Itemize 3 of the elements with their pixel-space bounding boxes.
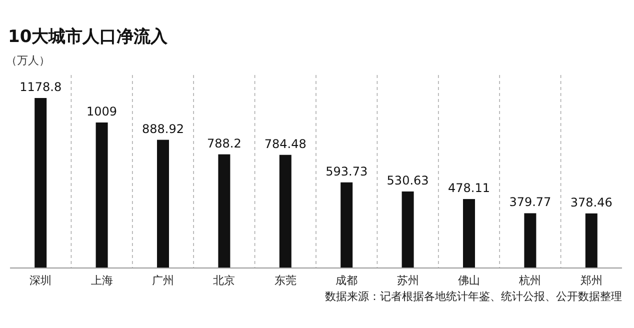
ylabel: （万人） [6, 54, 50, 67]
title: 10大城市人口净流入 [8, 27, 168, 47]
annotation: 数据来源：记者根据各地统计年鉴、统计公报、公开数据整理 [325, 290, 622, 303]
